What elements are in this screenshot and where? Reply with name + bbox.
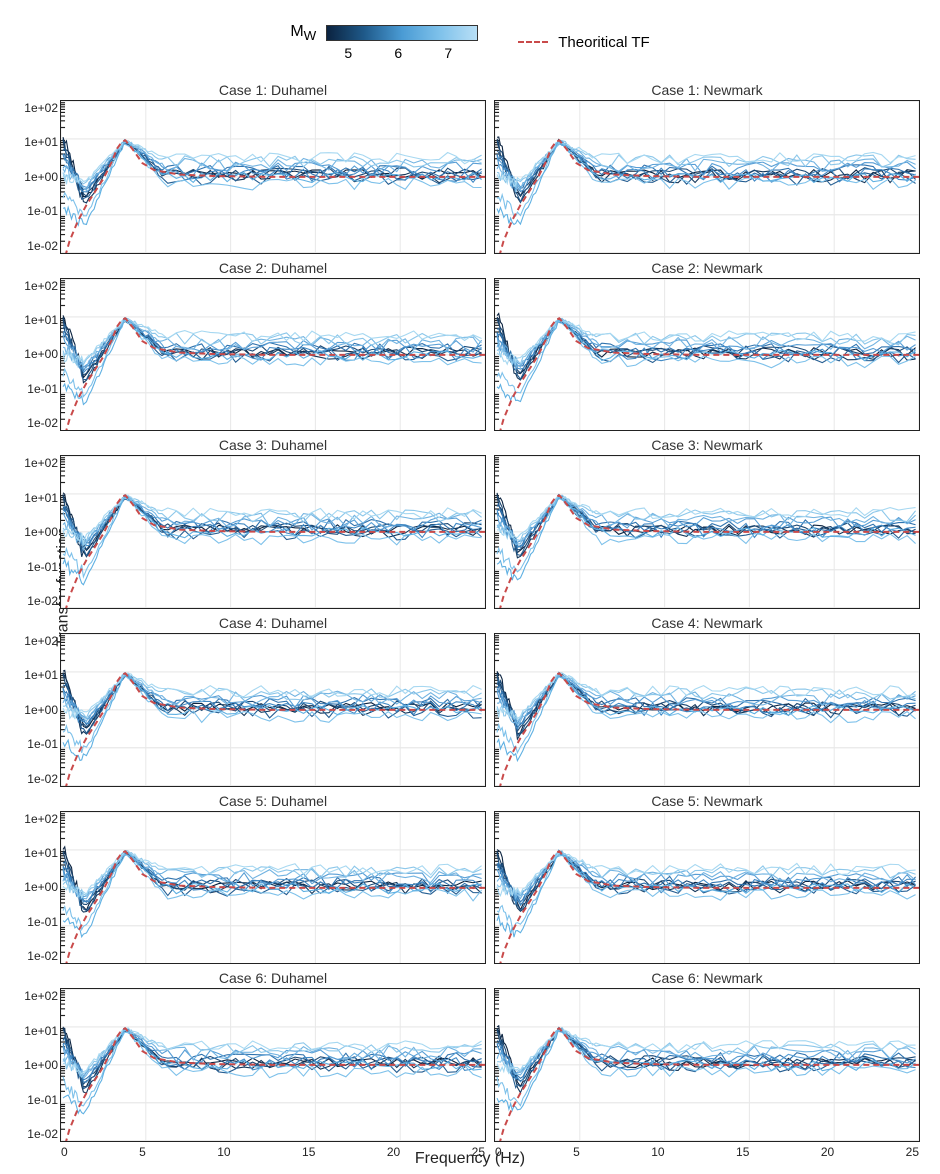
panel: Case 2: Duhamel 1e+021e+011e+001e-011e-02 <box>60 260 486 432</box>
panel-title: Case 1: Newmark <box>494 82 920 98</box>
chart-area <box>494 633 920 787</box>
colorbar-legend: MW 567 <box>290 23 478 61</box>
panel-title: Case 4: Duhamel <box>60 615 486 631</box>
panel-grid: Case 1: Duhamel 1e+021e+011e+001e-011e-02… <box>60 82 920 1142</box>
chart-area: 1e+021e+011e+001e-011e-02 <box>60 455 486 609</box>
chart-area <box>494 455 920 609</box>
chart-area: 1e+021e+011e+001e-011e-020510152025 <box>60 988 486 1142</box>
panel-title: Case 1: Duhamel <box>60 82 486 98</box>
panel: Case 6: Duhamel 1e+021e+011e+001e-011e-02… <box>60 970 486 1142</box>
chart-area <box>494 811 920 965</box>
chart-area: 1e+021e+011e+001e-011e-02 <box>60 100 486 254</box>
panel: Case 5: Duhamel 1e+021e+011e+001e-011e-02 <box>60 793 486 965</box>
colorbar-ticks: 567 <box>323 45 473 61</box>
panel: Case 4: Newmark <box>494 615 920 787</box>
panel-title: Case 5: Duhamel <box>60 793 486 809</box>
mw-label: MW <box>290 23 316 43</box>
legend: MW 567 Theoritical TF <box>0 12 940 72</box>
chart-area: 1e+021e+011e+001e-011e-02 <box>60 278 486 432</box>
chart-area <box>494 100 920 254</box>
figure: MW 567 Theoritical TF Transfer function … <box>0 0 940 1174</box>
panel-title: Case 4: Newmark <box>494 615 920 631</box>
panel: Case 1: Newmark <box>494 82 920 254</box>
chart-area: 0510152025 <box>494 988 920 1142</box>
y-ticks: 1e+021e+011e+001e-011e-02 <box>6 634 58 786</box>
chart-area: 1e+021e+011e+001e-011e-02 <box>60 811 486 965</box>
panel: Case 4: Duhamel 1e+021e+011e+001e-011e-02 <box>60 615 486 787</box>
panel: Case 5: Newmark <box>494 793 920 965</box>
panel-title: Case 3: Duhamel <box>60 437 486 453</box>
chart-area <box>494 278 920 432</box>
chart-area: 1e+021e+011e+001e-011e-02 <box>60 633 486 787</box>
panel-title: Case 2: Duhamel <box>60 260 486 276</box>
panel-title: Case 5: Newmark <box>494 793 920 809</box>
panel: Case 3: Newmark <box>494 437 920 609</box>
panel-title: Case 3: Newmark <box>494 437 920 453</box>
panel: Case 6: Newmark 0510152025 <box>494 970 920 1142</box>
panel: Case 1: Duhamel 1e+021e+011e+001e-011e-02 <box>60 82 486 254</box>
y-ticks: 1e+021e+011e+001e-011e-02 <box>6 989 58 1141</box>
theoretical-label: Theoritical TF <box>558 34 649 51</box>
panel-title: Case 2: Newmark <box>494 260 920 276</box>
y-ticks: 1e+021e+011e+001e-011e-02 <box>6 101 58 253</box>
dash-icon <box>518 41 548 43</box>
panel-title: Case 6: Duhamel <box>60 970 486 986</box>
x-axis-label: Frequency (Hz) <box>0 1150 940 1168</box>
panel: Case 3: Duhamel 1e+021e+011e+001e-011e-02 <box>60 437 486 609</box>
y-ticks: 1e+021e+011e+001e-011e-02 <box>6 456 58 608</box>
panel: Case 2: Newmark <box>494 260 920 432</box>
colorbar <box>326 25 478 41</box>
y-ticks: 1e+021e+011e+001e-011e-02 <box>6 812 58 964</box>
theoretical-legend: Theoritical TF <box>518 34 649 51</box>
y-ticks: 1e+021e+011e+001e-011e-02 <box>6 279 58 431</box>
panel-title: Case 6: Newmark <box>494 970 920 986</box>
